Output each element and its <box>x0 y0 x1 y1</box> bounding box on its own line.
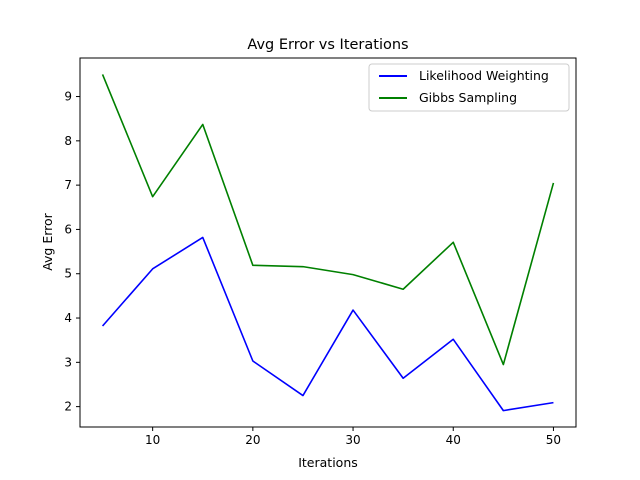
x-tick-label: 40 <box>446 433 461 447</box>
y-tick-label: 4 <box>64 311 72 325</box>
legend-label-gibbs-sampling: Gibbs Sampling <box>419 90 517 105</box>
x-tick-label: 30 <box>345 433 360 447</box>
x-tick-label: 50 <box>546 433 561 447</box>
series-line-gibbs-sampling <box>101 74 555 366</box>
chart-title: Avg Error vs Iterations <box>247 37 408 53</box>
y-tick-label: 6 <box>64 222 72 236</box>
y-tick-label: 7 <box>64 178 72 192</box>
y-tick-label: 8 <box>64 134 72 148</box>
y-tick-label: 9 <box>64 90 72 104</box>
plot-frame <box>79 57 577 428</box>
legend-box <box>368 63 570 112</box>
y-axis-ticks: 2 3 4 5 6 7 8 9 <box>64 90 80 414</box>
plot-area: 10 20 30 40 50 2 3 4 5 6 7 8 9 <box>64 57 577 447</box>
x-tick-label: 20 <box>245 433 260 447</box>
series-layer <box>101 74 555 412</box>
y-tick-label: 2 <box>64 400 72 414</box>
legend: Likelihood Weighting Gibbs Sampling <box>368 63 570 112</box>
y-tick-label: 5 <box>64 267 72 281</box>
y-axis-label: Avg Error <box>40 212 55 270</box>
series-line-likelihood-weighting <box>101 236 554 412</box>
x-axis-ticks: 10 20 30 40 50 <box>145 427 561 447</box>
y-tick-label: 3 <box>64 355 72 369</box>
legend-label-likelihood-weighting: Likelihood Weighting <box>419 68 549 83</box>
x-axis-label: Iterations <box>298 455 358 470</box>
x-tick-label: 10 <box>145 433 160 447</box>
